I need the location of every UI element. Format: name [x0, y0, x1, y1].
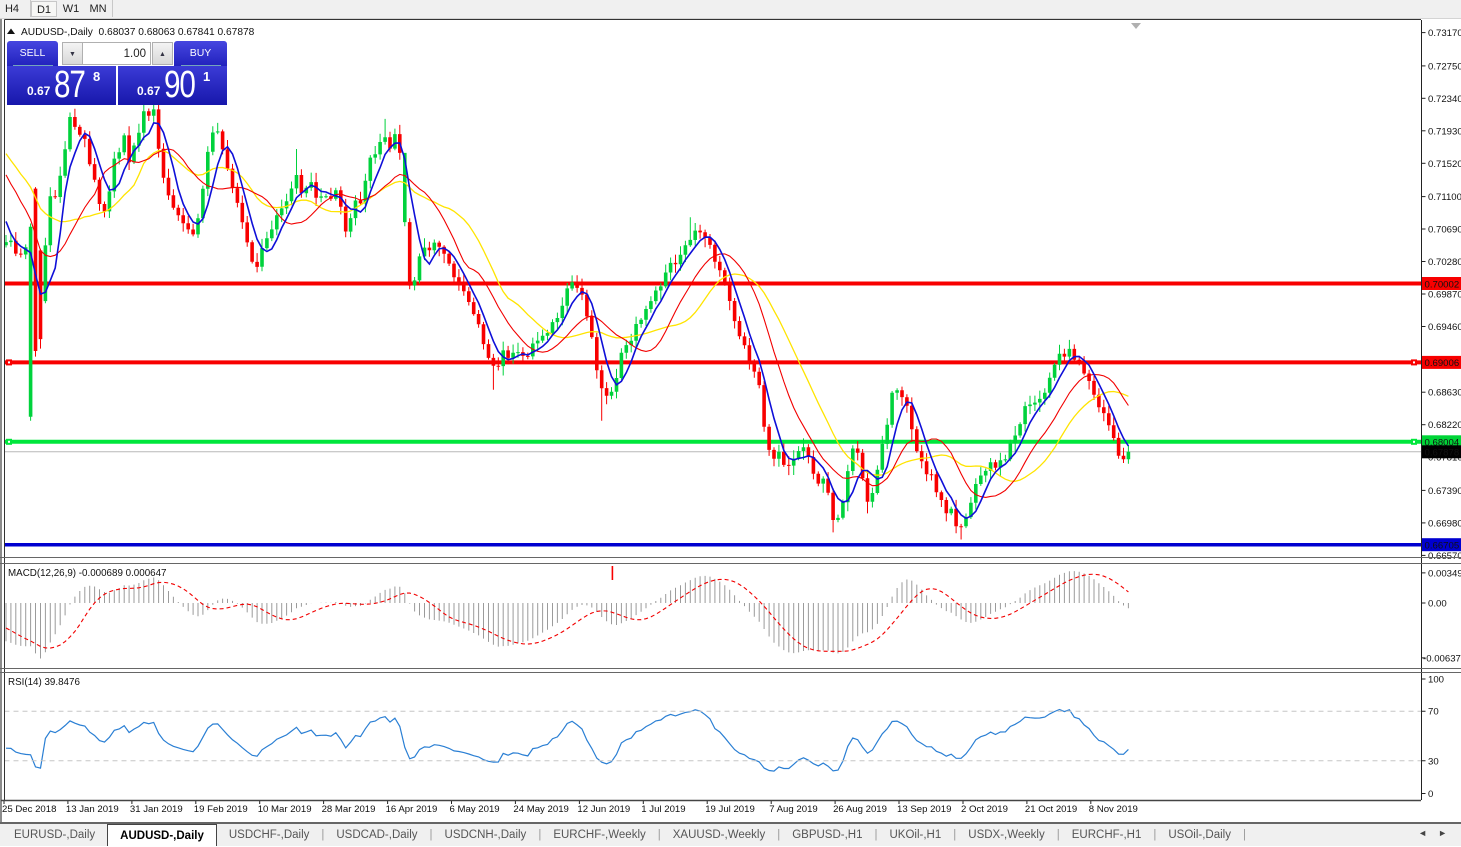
svg-text:1 Jul 2019: 1 Jul 2019 [641, 804, 685, 815]
svg-text:0.00349: 0.00349 [1428, 568, 1461, 579]
svg-text:30: 30 [1428, 756, 1439, 767]
svg-text:0.70280: 0.70280 [1428, 257, 1461, 268]
svg-text:31 Jan 2019: 31 Jan 2019 [130, 804, 183, 815]
svg-text:26 Aug 2019: 26 Aug 2019 [833, 804, 887, 815]
svg-text:0.66980: 0.66980 [1428, 518, 1461, 529]
svg-text:0.69870: 0.69870 [1428, 290, 1461, 301]
svg-text:100: 100 [1428, 675, 1444, 686]
svg-text:0.71100: 0.71100 [1428, 192, 1461, 203]
svg-text:70: 70 [1428, 707, 1439, 718]
svg-text:7 Aug 2019: 7 Aug 2019 [769, 804, 818, 815]
svg-text:0.68630: 0.68630 [1428, 388, 1461, 399]
svg-text:0.00: 0.00 [1428, 599, 1447, 610]
svg-text:0.71930: 0.71930 [1428, 126, 1461, 137]
svg-text:19 Feb 2019: 19 Feb 2019 [194, 804, 248, 815]
svg-text:24 May 2019: 24 May 2019 [513, 804, 568, 815]
svg-text:6 May 2019: 6 May 2019 [450, 804, 500, 815]
svg-text:0.67878: 0.67878 [1425, 448, 1460, 459]
svg-text:RSI(14) 39.8476: RSI(14) 39.8476 [8, 677, 80, 688]
svg-text:MACD(12,26,9) -0.000689 0.0006: MACD(12,26,9) -0.000689 0.000647 [8, 568, 167, 579]
svg-text:AUDUSD-,Daily 0.68037 0.68063: AUDUSD-,Daily 0.68037 0.68063 0.67841 0.… [21, 27, 255, 38]
svg-text:0.66570: 0.66570 [1428, 551, 1461, 562]
svg-text:-0.00637: -0.00637 [1423, 653, 1461, 664]
svg-text:10 Mar 2019: 10 Mar 2019 [258, 804, 312, 815]
svg-text:28 Mar 2019: 28 Mar 2019 [322, 804, 376, 815]
svg-text:12 Jun 2019: 12 Jun 2019 [577, 804, 630, 815]
svg-text:0.71520: 0.71520 [1428, 159, 1461, 170]
svg-text:0.70002: 0.70002 [1425, 279, 1460, 290]
svg-text:16 Apr 2019: 16 Apr 2019 [386, 804, 438, 815]
svg-text:0.69460: 0.69460 [1428, 322, 1461, 333]
svg-text:0.73170: 0.73170 [1428, 28, 1461, 39]
svg-text:0.67390: 0.67390 [1428, 486, 1461, 497]
svg-text:0.68220: 0.68220 [1428, 420, 1461, 431]
svg-text:0.70690: 0.70690 [1428, 225, 1461, 236]
svg-text:0.68004: 0.68004 [1425, 438, 1460, 449]
svg-text:0: 0 [1428, 789, 1433, 800]
svg-text:0.69006: 0.69006 [1425, 358, 1460, 369]
svg-text:21 Oct 2019: 21 Oct 2019 [1025, 804, 1077, 815]
svg-text:8 Nov 2019: 8 Nov 2019 [1089, 804, 1138, 815]
svg-text:0.66705: 0.66705 [1425, 541, 1460, 552]
svg-text:2 Oct 2019: 2 Oct 2019 [961, 804, 1008, 815]
svg-text:25 Dec 2018: 25 Dec 2018 [2, 804, 56, 815]
svg-text:13 Sep 2019: 13 Sep 2019 [897, 804, 951, 815]
svg-text:0.72340: 0.72340 [1428, 94, 1461, 105]
svg-text:0.72750: 0.72750 [1428, 61, 1461, 72]
svg-text:13 Jan 2019: 13 Jan 2019 [66, 804, 119, 815]
svg-text:19 Jul 2019: 19 Jul 2019 [705, 804, 755, 815]
